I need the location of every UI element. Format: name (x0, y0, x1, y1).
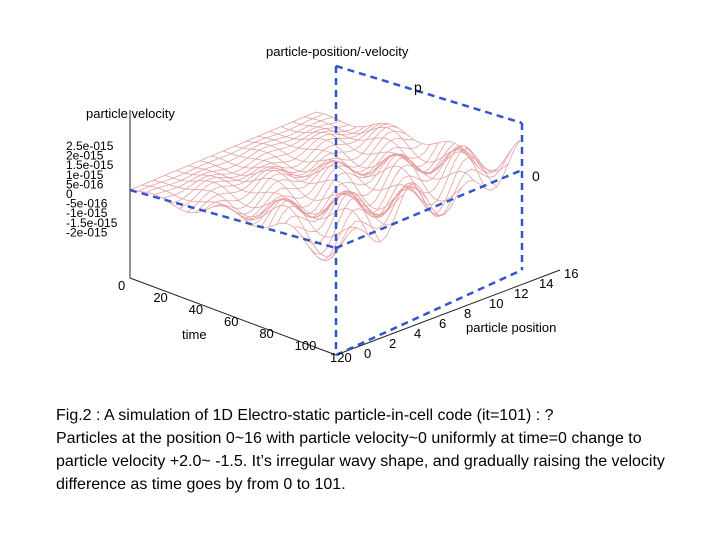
z-tick-label: -1e-015 (66, 206, 108, 220)
caption-line-2: Particles at the position 0~16 with part… (56, 430, 642, 447)
surface-line (141, 184, 346, 257)
surface-line (246, 140, 451, 217)
surface-line (257, 136, 463, 202)
plane-right-label: 0 (532, 168, 540, 184)
x-tick-label: 100 (295, 338, 317, 353)
surface-line (222, 150, 428, 210)
y-tick-label: 8 (464, 306, 471, 321)
caption-line-1: Fig.2 : A simulation of 1D Electro-stati… (56, 407, 554, 424)
y-tick-label: 0 (364, 346, 371, 361)
y-tick-label: 6 (439, 316, 446, 331)
z-tick-label: 0 (66, 187, 73, 201)
surface-line (138, 113, 325, 192)
y-tick-label: 12 (514, 286, 528, 301)
surface-line (304, 116, 509, 172)
y-tick-label: 4 (414, 326, 421, 341)
z-tick-label: 2.5e-015 (66, 139, 114, 153)
z-axis-label: particle velocity (86, 106, 175, 121)
surface-mesh (129, 111, 521, 262)
x-tick-label: 20 (153, 290, 167, 305)
z-tick-label: 2e-015 (66, 149, 104, 163)
surface-line (211, 155, 416, 218)
x-axis-label: time (182, 327, 207, 342)
surface-line (199, 160, 404, 216)
z-tick-label: -5e-016 (66, 197, 108, 211)
x-tick-label: 80 (259, 326, 273, 341)
surface-line (170, 126, 357, 204)
z-tick-label: 1.5e-015 (66, 158, 114, 172)
caption-line-3: particle velocity +2.0~ -1.5. It’s irreg… (56, 453, 665, 470)
surface-line (129, 189, 335, 262)
z-tick-label: -1.5e-015 (66, 216, 118, 230)
y-axis-label: particle position (466, 320, 556, 335)
z-tick-label: 1e-015 (66, 168, 104, 182)
chart-title: particle-position/-velocity (266, 44, 409, 59)
z-tick-label: 5e-016 (66, 177, 104, 191)
x-tick-label: 40 (189, 302, 203, 317)
surface-line (176, 170, 381, 243)
surface-line (153, 179, 358, 238)
surface-line (187, 165, 393, 226)
caption-line-4: difference as time goes by from 0 to 101… (56, 476, 346, 493)
surface-line (280, 126, 486, 189)
surface-line (315, 111, 521, 174)
plane-top-label: p (414, 79, 422, 95)
surface-line (269, 131, 474, 181)
y-tick-label: 14 (539, 276, 553, 291)
axis-floor (129, 110, 561, 356)
surface-line (292, 121, 497, 188)
surface-line (309, 148, 496, 255)
surface-line (260, 141, 447, 229)
surface-line (162, 124, 349, 199)
cutting-plane (129, 64, 524, 357)
figure-caption: Fig.2 : A simulation of 1D Electro-stati… (56, 404, 716, 496)
z-tick-label: -2e-015 (66, 225, 108, 239)
y-tick-label: 16 (564, 266, 578, 281)
surface-line (325, 148, 513, 261)
y-tick-label: 10 (489, 296, 503, 311)
x-tick-label: 60 (224, 314, 238, 329)
y-tick-label: 2 (389, 336, 396, 351)
x-tick-label: 0 (118, 278, 125, 293)
x-tick-label: 120 (330, 350, 352, 365)
